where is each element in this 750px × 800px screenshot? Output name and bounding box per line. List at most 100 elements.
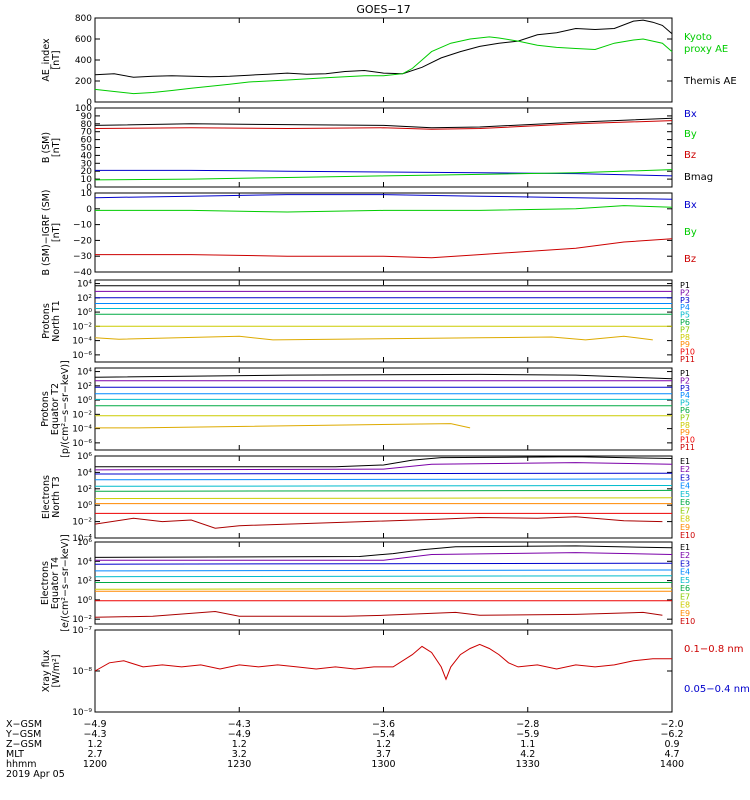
y-axis-label: Electrons [40,561,51,605]
legend-entry: P5 [680,399,690,408]
table-cell: 1.2 [87,739,102,750]
y-tick-label: 10⁴ [77,557,92,567]
legend-entry: P6 [680,318,690,327]
legend-entry: Bx [684,200,697,211]
table-row-label: X−GSM [6,719,42,730]
y-axis-label: Equator T2 [50,383,61,435]
legend-entry: E1 [680,457,690,466]
legend-entry: P2 [680,376,690,385]
y-tick-label: 30 [81,159,93,169]
table-cell: −2.8 [516,719,539,730]
legend-entry: By [684,129,697,140]
series-line-Bx [95,169,673,177]
series-line-E10 [94,610,663,618]
table-cell: −4.3 [228,719,251,730]
legend-entry: P3 [680,296,690,305]
panel-5: 10⁻⁶ 10⁻⁴ 10⁻² 10⁰ 10² 10⁴ Protons Equator T2 [p… [40,360,695,458]
y-tick-label: 50 [81,144,93,154]
y-axis-label: North T3 [51,476,62,517]
y-tick-label: 200 [75,77,92,87]
series-line-E5 [94,575,673,578]
legend-entry: P9 [680,428,690,437]
legend-entry: Bx [684,109,697,120]
series-line-E4 [94,478,673,481]
table-cell: −5.4 [372,729,395,740]
y-tick-label: 100 [75,104,92,114]
series-line-P8 [94,335,653,341]
y-tick-label: 60 [81,136,93,146]
legend-entry: E5 [680,576,690,585]
legend-entry: Themis AE [683,76,737,87]
legend-entry: E8 [680,601,690,610]
legend-entry: Kyoto [684,32,712,43]
series-line-0.1−0.8 nm [94,643,672,681]
y-axis-label: Protons [40,391,51,427]
legend-entry: P4 [680,303,690,312]
series-line-Bz [94,120,673,130]
y-tick-label: 80 [81,120,93,130]
ephemeris-table: X−GSM −4.9 −4.3 −3.6 −2.8 −2.0Y−GSM −4.3 −4.9 −5… [5,719,684,780]
y-tick-label: 10⁰ [77,501,92,511]
table-cell: −4.9 [83,719,106,730]
y-axis-label: [nT] [51,138,62,157]
legend-entry: 0.05−0.4 nm [684,684,750,695]
table-row-label: Y−GSM [5,729,41,740]
legend-entry: E1 [680,543,690,552]
legend-entry: P4 [680,391,690,400]
y-tick-label: 40 [81,151,93,161]
y-axis-label: AE_index [41,38,52,82]
table-cell: 1300 [371,759,395,770]
table-row-label: Z−GSM [6,739,42,750]
y-axis-label: [p/(cm²−s−sr−keV)] [60,360,71,458]
series-line-E3 [94,472,673,475]
table-cell: 1230 [227,759,251,770]
series-line-E1 [94,545,673,558]
table-cell: −6.2 [660,729,683,740]
legend-entry: E3 [680,559,690,568]
y-tick-label: 10² [77,382,92,392]
series-line-E6 [94,489,673,492]
y-tick-label: 10⁰ [77,308,92,318]
y-tick-label: 10² [77,577,92,587]
y-tick-label: 10² [77,485,92,495]
legend-entry: P5 [680,311,690,320]
y-tick-label: −10 [73,221,92,231]
panel-frame [94,279,673,363]
legend-entry: E9 [680,523,690,532]
series-line-P1 [94,373,673,380]
legend-entry: E7 [680,592,690,601]
legend-entry: E10 [680,531,695,540]
y-tick-label: 400 [75,56,92,66]
y-tick-label: 10⁻⁹ [72,708,92,718]
y-tick-label: 10⁻⁶ [72,439,92,449]
y-tick-label: 800 [75,14,92,24]
series-line-E7 [94,497,673,500]
legend-entry: P7 [680,325,690,334]
y-tick-label: 10⁻² [72,615,92,625]
legend-entry: E6 [680,584,690,593]
y-tick-label: −20 [73,236,92,246]
series-line-Bz [95,238,673,259]
y-tick-label: 20 [81,167,93,177]
legend-entry: P9 [680,340,690,349]
y-axis-label: [W/m²] [51,654,62,687]
y-tick-label: −40 [73,268,92,278]
y-tick-label: 10⁻² [72,322,92,332]
series-line-Kyoto proxy AE [94,36,673,95]
y-axis-label: [nT] [51,50,62,69]
y-axis-label: Equator T4 [50,557,61,609]
table-cell: 3.7 [376,749,391,760]
panel-frame [94,455,673,539]
panel-frame [94,107,673,188]
legend-entry: E3 [680,473,690,482]
y-tick-label: 600 [75,35,92,45]
legend-entry: 0.1−0.8 nm [684,644,743,655]
legend-entry: P6 [680,406,690,415]
y-tick-label: 10⁶ [77,452,92,462]
table-cell: 1400 [660,759,684,770]
legend-entry: P11 [680,443,695,452]
legend-entry: E5 [680,490,690,499]
chart-title: GOES−17 [356,3,410,16]
